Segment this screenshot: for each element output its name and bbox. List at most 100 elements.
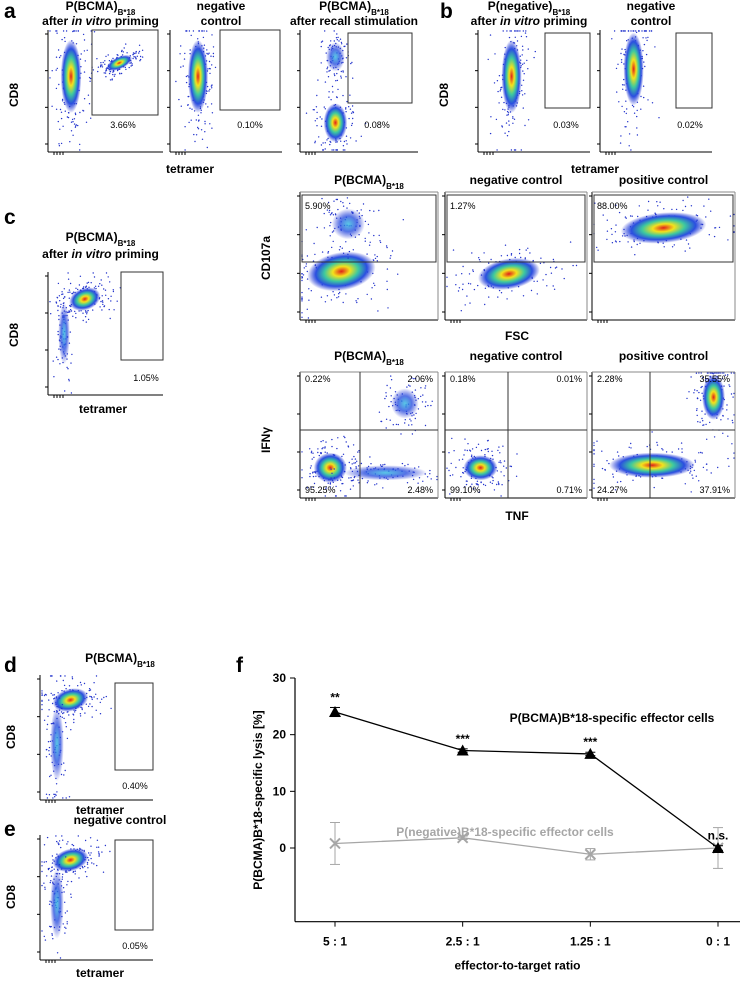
event-dot bbox=[68, 380, 70, 382]
event-dot bbox=[63, 774, 65, 776]
event-dot bbox=[721, 372, 723, 374]
event-dot bbox=[682, 199, 684, 202]
event-dot bbox=[681, 448, 683, 450]
event-dot bbox=[511, 290, 513, 292]
event-dot bbox=[386, 280, 388, 282]
event-dot bbox=[64, 769, 66, 772]
event-dot bbox=[312, 452, 314, 454]
density bbox=[106, 54, 133, 71]
event-dot bbox=[342, 149, 344, 151]
event-dot bbox=[336, 297, 338, 299]
event-dot bbox=[74, 113, 77, 116]
event-dot bbox=[112, 290, 115, 293]
event-dot bbox=[465, 483, 468, 486]
event-dot bbox=[116, 300, 118, 302]
event-dot bbox=[418, 477, 421, 479]
event-dot bbox=[206, 30, 208, 32]
event-dot bbox=[70, 130, 73, 132]
title-segment: after bbox=[42, 247, 71, 261]
event-dot bbox=[63, 762, 65, 764]
plot-title: after in vitro priming bbox=[42, 247, 159, 261]
event-dot bbox=[448, 452, 450, 454]
event-dot bbox=[326, 209, 329, 211]
event-dot bbox=[506, 254, 509, 257]
event-dot bbox=[208, 67, 211, 70]
event-dot bbox=[48, 699, 50, 701]
event-dot bbox=[331, 438, 333, 441]
event-dot bbox=[379, 240, 381, 242]
event-dot bbox=[382, 464, 384, 466]
event-dot bbox=[424, 405, 427, 408]
event-dot bbox=[109, 317, 111, 320]
gate bbox=[114, 682, 154, 771]
event-dot bbox=[615, 67, 618, 70]
panel-label: f bbox=[236, 654, 244, 677]
event-dot bbox=[84, 865, 86, 868]
event-dot bbox=[422, 480, 424, 482]
event-dot bbox=[329, 225, 331, 227]
plot-title: P(BCMA)B*18 bbox=[66, 230, 136, 248]
event-dot bbox=[85, 311, 87, 313]
event-dot bbox=[647, 99, 649, 101]
event-dot bbox=[320, 41, 323, 43]
event-dot bbox=[364, 122, 367, 125]
event-dot bbox=[61, 38, 63, 41]
event-dot bbox=[61, 878, 63, 880]
event-dot bbox=[306, 255, 309, 257]
panel-label: c bbox=[4, 206, 16, 229]
density bbox=[478, 257, 540, 290]
event-dot bbox=[63, 712, 65, 714]
density bbox=[69, 287, 101, 311]
event-dot bbox=[339, 246, 341, 248]
event-dot bbox=[301, 300, 303, 302]
event-dot bbox=[612, 473, 614, 475]
event-dot bbox=[89, 77, 92, 80]
event-dot bbox=[327, 482, 329, 484]
plot-title: P(BCMA)B*18 bbox=[334, 349, 404, 367]
event-dot bbox=[59, 306, 62, 308]
event-dot bbox=[83, 71, 86, 73]
event-dot bbox=[77, 30, 80, 32]
x-tick-label: 5 : 1 bbox=[323, 935, 347, 949]
event-dot bbox=[379, 241, 382, 244]
event-dot bbox=[536, 293, 538, 295]
event-dot bbox=[729, 215, 732, 217]
event-dot bbox=[64, 926, 66, 928]
event-dot bbox=[68, 378, 70, 381]
event-dot bbox=[105, 76, 107, 78]
event-dot bbox=[397, 273, 399, 275]
event-dot bbox=[50, 875, 53, 877]
event-dot bbox=[507, 112, 510, 114]
event-dot bbox=[627, 30, 630, 32]
event-dot bbox=[82, 109, 84, 112]
event-dot bbox=[70, 893, 72, 895]
event-dot bbox=[471, 448, 474, 450]
axis-label: tetramer bbox=[166, 162, 214, 176]
event-dot bbox=[41, 870, 43, 873]
event-dot bbox=[389, 419, 391, 421]
event-dot bbox=[520, 256, 522, 259]
event-dot bbox=[47, 868, 50, 871]
event-dot bbox=[593, 442, 595, 444]
event-dot bbox=[700, 386, 702, 389]
event-dot bbox=[620, 480, 622, 483]
event-dot bbox=[612, 458, 614, 460]
density bbox=[344, 465, 427, 481]
plot-title: P(BCMA)B*18 bbox=[66, 0, 136, 17]
event-dot bbox=[138, 52, 140, 54]
event-dot bbox=[71, 843, 73, 846]
event-dot bbox=[461, 273, 463, 275]
event-dot bbox=[110, 295, 112, 297]
event-dot bbox=[72, 291, 75, 293]
event-dot bbox=[312, 486, 315, 488]
legend-label: P(BCMA)B*18-specific effector cells bbox=[510, 711, 715, 725]
event-dot bbox=[504, 132, 506, 134]
event-dot bbox=[470, 485, 472, 488]
event-dot bbox=[624, 30, 626, 32]
event-dot bbox=[376, 255, 378, 258]
event-dot bbox=[718, 226, 721, 229]
event-dot bbox=[654, 46, 656, 48]
event-dot bbox=[74, 873, 76, 875]
event-dot bbox=[427, 404, 429, 407]
event-dot bbox=[506, 114, 508, 116]
